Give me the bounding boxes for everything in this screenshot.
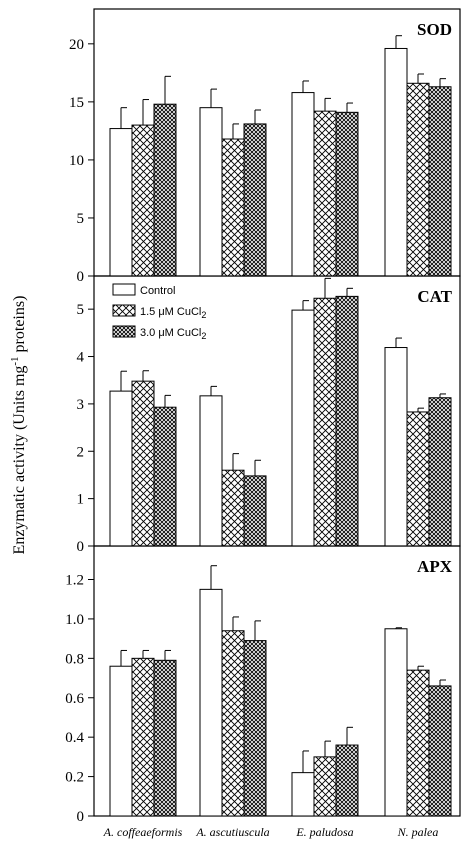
x-category-label: E. paludosa xyxy=(295,825,353,839)
legend-swatch xyxy=(112,283,136,296)
y-tick-label: 3 xyxy=(77,397,85,413)
y-tick-label: 0 xyxy=(77,809,85,825)
bar xyxy=(153,406,177,547)
y-tick-label: 4 xyxy=(77,350,85,366)
legend: Control 1.5 μM CuCl2 3.0 μM CuCl2 xyxy=(112,283,206,341)
bar xyxy=(313,756,337,817)
y-tick-label: 2 xyxy=(77,444,85,460)
panel-frame xyxy=(93,545,461,817)
bar xyxy=(291,92,315,277)
y-axis-label: Enzymatic activity (Units mg-1 proteins) xyxy=(9,296,28,555)
y-tick-label: 1.2 xyxy=(65,573,84,589)
bar xyxy=(243,123,267,277)
bar xyxy=(335,744,359,817)
bar xyxy=(243,640,267,817)
y-tick-label: 20 xyxy=(69,37,84,53)
panel-cat: 0 1 2 3 4 5 CAT xyxy=(77,275,461,555)
x-category-label: A. coffeaeformis xyxy=(103,825,183,839)
legend-entry-label: 1.5 μM CuCl2 xyxy=(140,306,206,320)
legend-subscript: 2 xyxy=(201,310,206,320)
legend-entry-label: 3.0 μM CuCl2 xyxy=(140,327,206,341)
x-category-label: N. palea xyxy=(397,825,439,839)
y-tick-label: 5 xyxy=(77,302,85,318)
y-tick-label: 0.8 xyxy=(65,651,84,667)
y-tick-label: 1.0 xyxy=(65,612,84,628)
bar xyxy=(406,82,430,277)
legend-swatch xyxy=(112,304,136,317)
bar xyxy=(428,86,452,277)
bar xyxy=(428,397,452,547)
panel-title: CAT xyxy=(417,287,452,306)
bar xyxy=(131,380,155,547)
y-axis-label-main: Enzymatic activity (Units mg xyxy=(11,366,28,555)
bar xyxy=(109,390,133,547)
y-tick-label: 15 xyxy=(69,95,84,111)
y-tick-label: 0.2 xyxy=(65,770,84,786)
y-tick-label: 0 xyxy=(77,539,85,555)
y-tick-label: 0.4 xyxy=(65,730,84,746)
panel-title: SOD xyxy=(417,20,452,39)
bar xyxy=(243,475,267,547)
bar xyxy=(199,395,223,547)
y-tick-label: 10 xyxy=(69,153,84,169)
legend-entry-label: Control xyxy=(140,285,175,297)
bar xyxy=(335,295,359,547)
legend-subscript: 2 xyxy=(201,331,206,341)
bar xyxy=(199,588,223,817)
bar xyxy=(131,124,155,277)
panel-sod: 0 5 10 15 20 SOD xyxy=(69,8,461,285)
legend-swatch xyxy=(112,325,136,338)
panel-apx: 0 0.2 0.4 0.6 0.8 1.0 1.2 APX xyxy=(65,545,461,825)
bar xyxy=(313,110,337,277)
y-tick-label: 5 xyxy=(77,211,85,227)
bar xyxy=(291,772,315,817)
bar xyxy=(199,107,223,277)
bar xyxy=(109,128,133,277)
bar xyxy=(406,411,430,547)
bar xyxy=(131,657,155,817)
panel-title: APX xyxy=(417,557,453,576)
chart-root: 0 5 10 15 20 SOD 0 1 2 3 4 5 CAT 0 0.2 0.4 0.6 0.8 1.0 1.2 A… xyxy=(65,8,461,839)
x-category-label: A. ascutiuscula xyxy=(195,825,269,839)
bar xyxy=(153,103,177,277)
bar xyxy=(384,628,408,817)
bar xyxy=(335,111,359,277)
y-tick-label: 0 xyxy=(77,269,85,285)
y-axis-label-superscript: -1 xyxy=(9,356,21,365)
bar xyxy=(406,669,430,817)
y-tick-label: 0.6 xyxy=(65,691,84,707)
bar xyxy=(428,685,452,817)
bar xyxy=(109,665,133,817)
bar xyxy=(221,138,245,277)
bar xyxy=(313,297,337,547)
bar xyxy=(384,47,408,277)
y-axis-label-end: proteins) xyxy=(11,296,28,357)
bar xyxy=(221,469,245,547)
bar xyxy=(153,659,177,817)
bar xyxy=(291,309,315,547)
y-tick-label: 1 xyxy=(77,492,85,508)
bar xyxy=(384,347,408,547)
bar xyxy=(221,630,245,817)
